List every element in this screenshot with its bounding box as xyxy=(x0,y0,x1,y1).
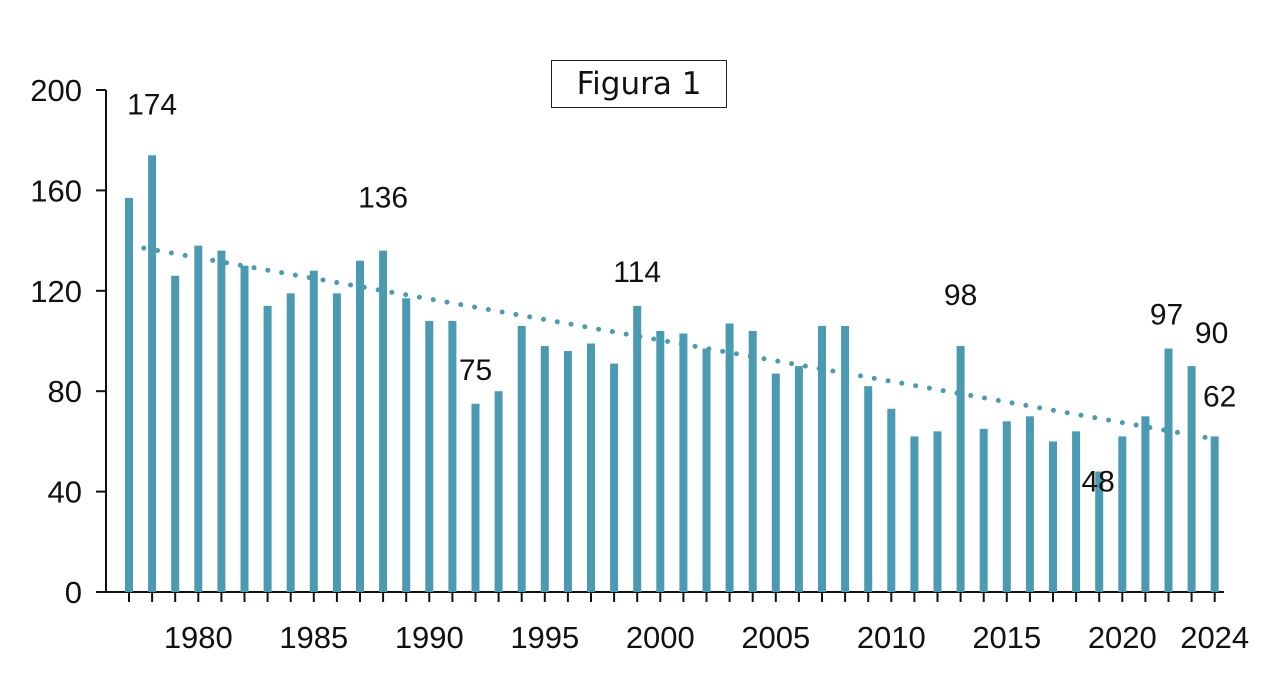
y-tick-label: 120 xyxy=(30,274,82,309)
bar xyxy=(240,265,249,592)
bar xyxy=(956,346,965,592)
bar xyxy=(425,320,434,592)
bar xyxy=(494,391,503,592)
bar xyxy=(1025,416,1034,592)
data-label: 136 xyxy=(358,182,408,215)
data-label: 97 xyxy=(1150,299,1183,332)
bar xyxy=(263,305,272,592)
bar xyxy=(771,373,780,592)
y-tick-label: 200 xyxy=(30,73,82,108)
x-tick-label: 2024 xyxy=(1180,620,1249,655)
bar xyxy=(194,245,203,592)
bar xyxy=(587,343,595,592)
trend-line xyxy=(127,243,1217,442)
bar xyxy=(794,366,803,592)
x-tick-label: 1985 xyxy=(279,620,348,655)
bar xyxy=(864,386,873,592)
bar xyxy=(1164,348,1173,592)
bar xyxy=(148,155,157,592)
bar xyxy=(171,275,180,592)
bar xyxy=(887,408,896,592)
bar xyxy=(1002,421,1011,592)
data-label: 62 xyxy=(1203,380,1236,413)
bar xyxy=(702,348,711,592)
bar xyxy=(309,270,318,592)
bar xyxy=(933,431,942,592)
data-label: 114 xyxy=(613,256,661,289)
bar xyxy=(979,428,988,592)
bar xyxy=(356,260,364,592)
x-tick-label: 2010 xyxy=(857,620,926,655)
bar xyxy=(1187,366,1196,592)
bar xyxy=(517,325,526,592)
y-tick-label: 0 xyxy=(65,575,82,610)
bar xyxy=(1072,431,1081,592)
x-tick-label: 2000 xyxy=(626,620,695,655)
data-label: 174 xyxy=(127,88,177,121)
x-tick-label: 2020 xyxy=(1088,620,1157,655)
bar xyxy=(1049,441,1057,592)
bar xyxy=(1210,436,1219,592)
bar xyxy=(217,250,226,592)
bar xyxy=(1118,436,1127,592)
bar xyxy=(563,351,572,592)
data-label: 75 xyxy=(459,354,492,387)
data-label: 90 xyxy=(1195,317,1228,350)
bar xyxy=(748,330,757,592)
x-tick-label: 2005 xyxy=(741,620,810,655)
bar xyxy=(471,403,480,592)
bar xyxy=(910,436,919,592)
data-label: 48 xyxy=(1082,466,1115,499)
x-tick-label: 1995 xyxy=(510,620,579,655)
figure-label: Figura 1 xyxy=(551,60,727,108)
bar xyxy=(540,346,549,592)
x-tick-label: 2015 xyxy=(972,620,1041,655)
bar xyxy=(656,330,665,592)
bar xyxy=(841,325,850,592)
y-tick-label: 40 xyxy=(48,475,82,510)
bar xyxy=(610,363,619,592)
bar xyxy=(1095,471,1104,592)
bar xyxy=(379,250,388,592)
data-label: 98 xyxy=(944,279,977,312)
x-tick-label: 1990 xyxy=(395,620,464,655)
x-tick-label: 1980 xyxy=(164,620,233,655)
bar xyxy=(633,305,642,592)
y-tick-label: 80 xyxy=(48,374,82,409)
y-tick-label: 160 xyxy=(30,173,82,208)
bar xyxy=(332,293,341,592)
bar xyxy=(1141,416,1150,592)
bar xyxy=(725,323,734,592)
bar xyxy=(448,320,457,592)
bar xyxy=(818,325,826,592)
bar xyxy=(125,197,133,592)
bar xyxy=(402,298,411,592)
bar xyxy=(286,293,295,592)
bar xyxy=(679,333,688,592)
